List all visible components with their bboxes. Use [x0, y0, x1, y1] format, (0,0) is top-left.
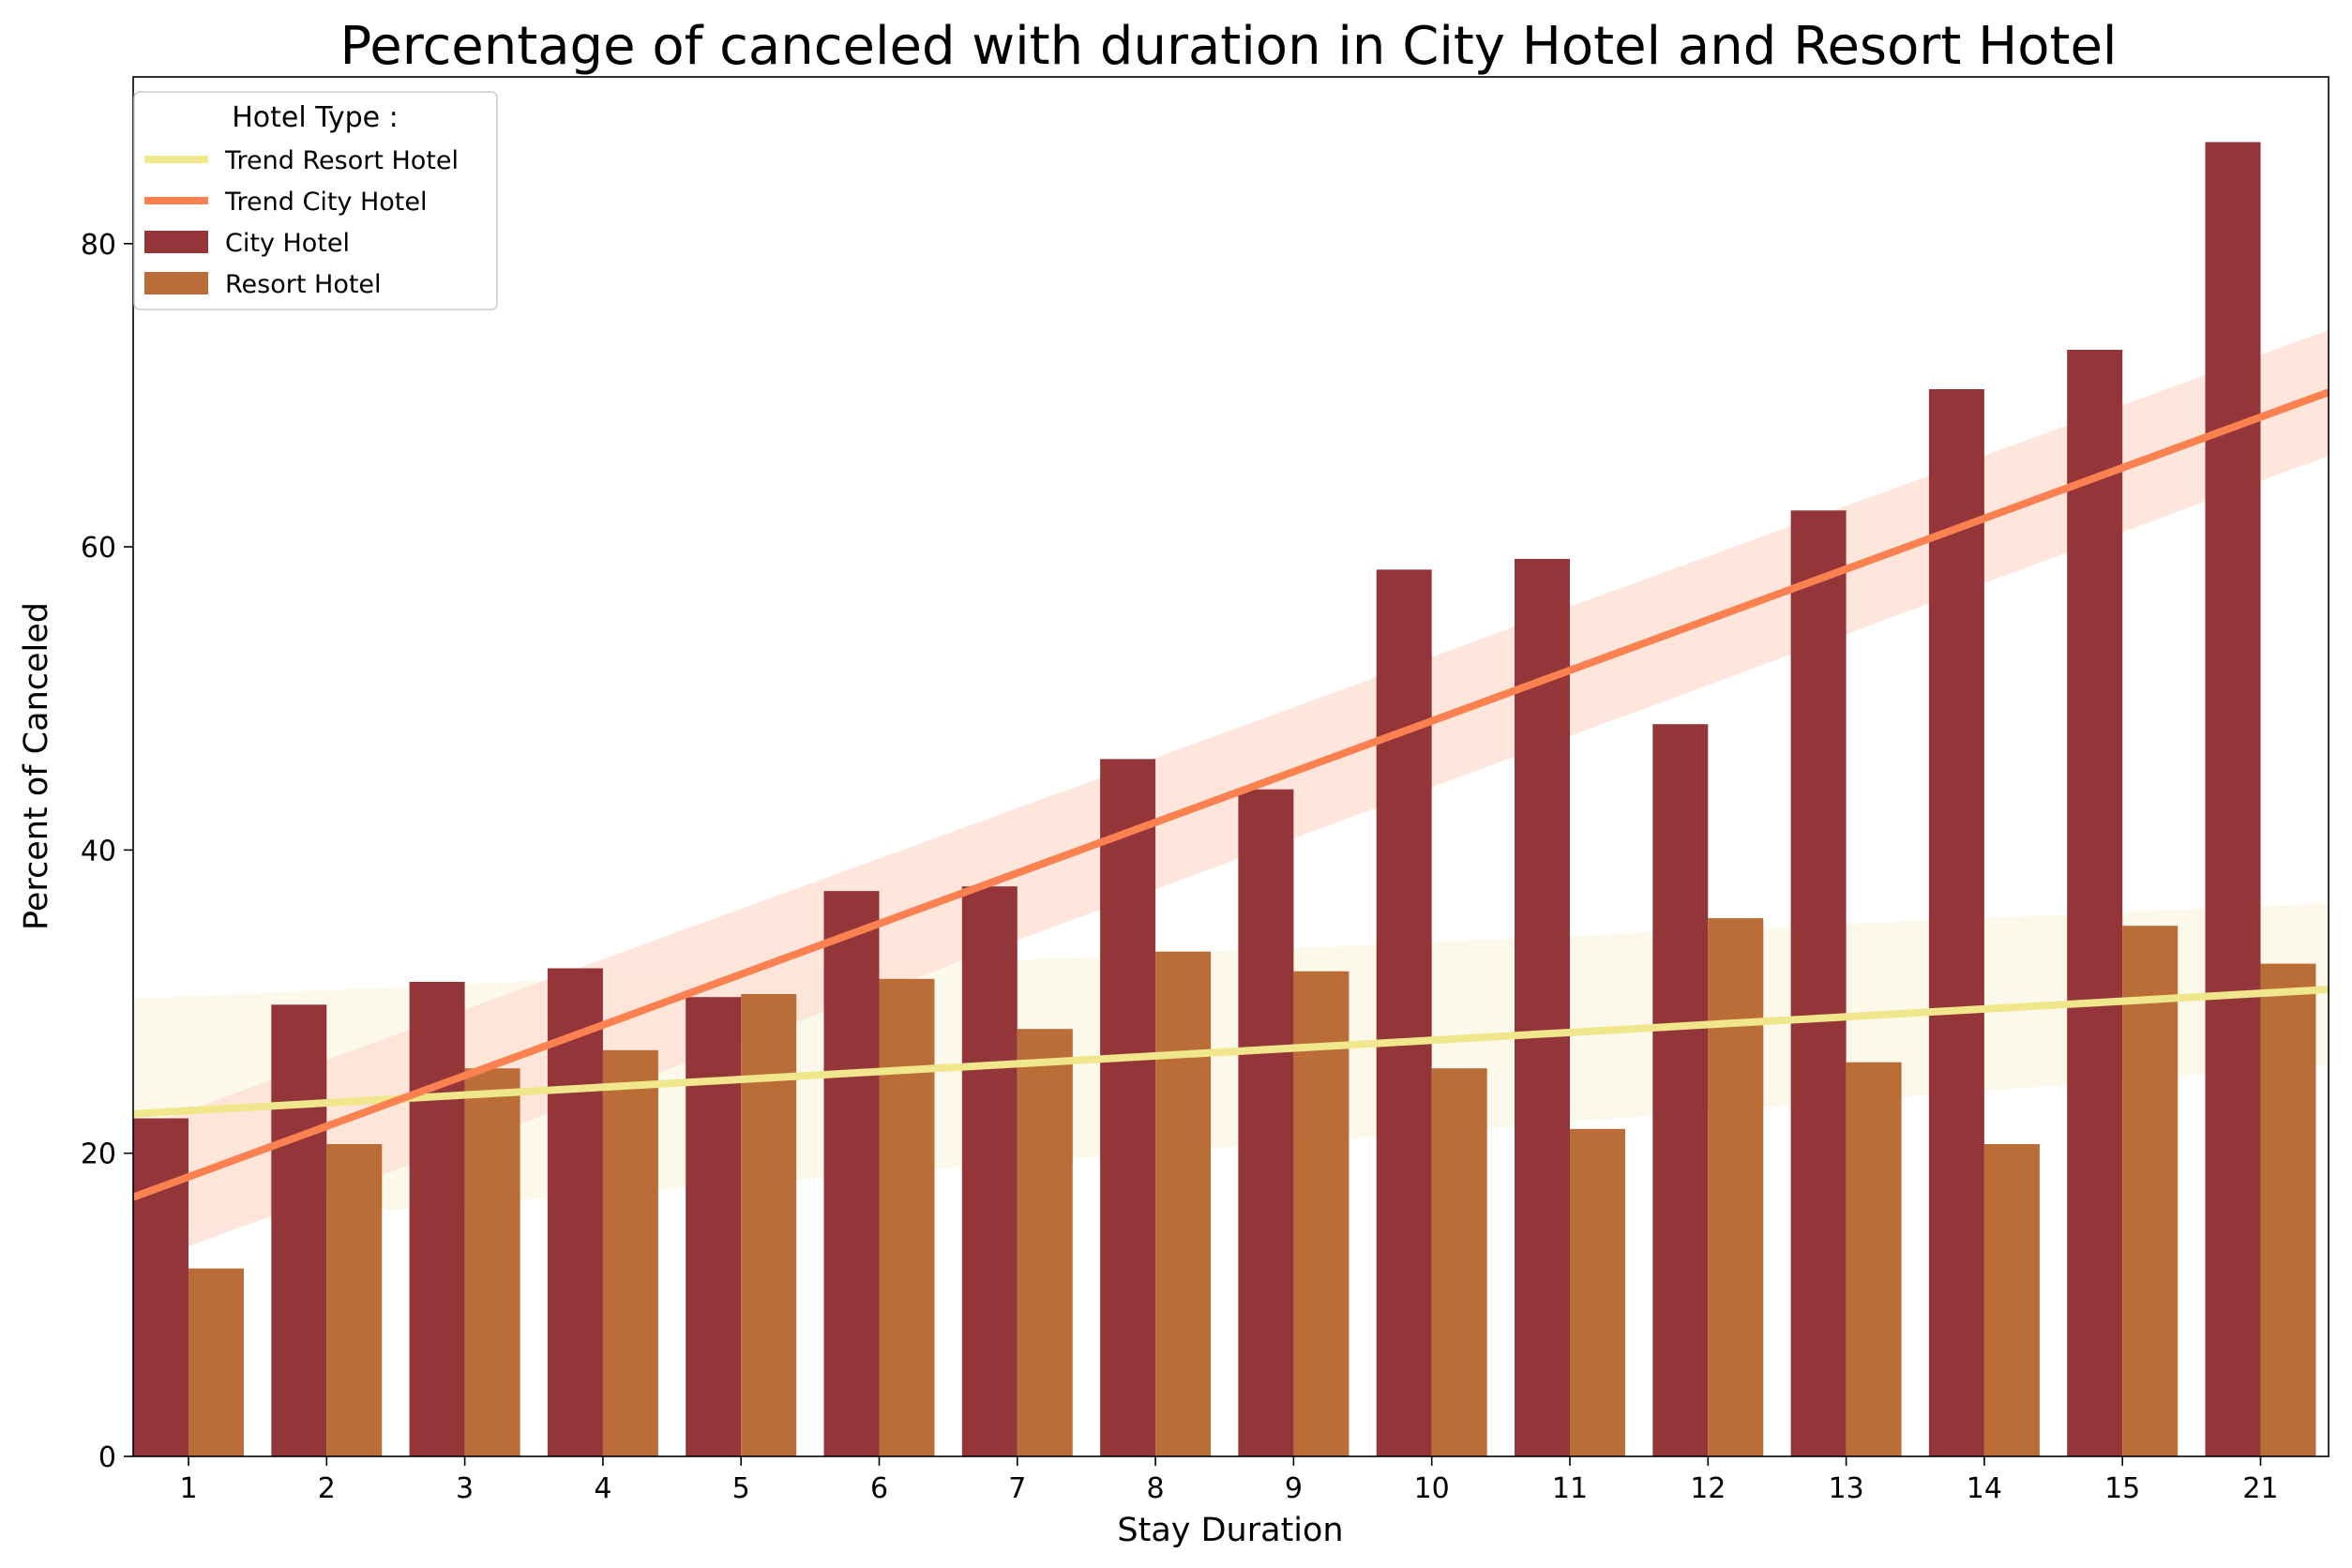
bar-city-hotel-5 [686, 997, 742, 1456]
bar-resort-hotel-12 [1708, 918, 1764, 1456]
bar-resort-hotel-8 [1155, 951, 1212, 1456]
bar-city-hotel-6 [823, 891, 880, 1456]
x-tick-label: 4 [594, 1472, 611, 1505]
y-tick-label: 0 [98, 1441, 116, 1474]
bar-city-hotel-11 [1515, 559, 1570, 1456]
bar-city-hotel-14 [1928, 389, 1984, 1456]
legend-label-city-hotel: City Hotel [225, 229, 350, 258]
bar-city-hotel-13 [1790, 510, 1847, 1456]
bar-resort-hotel-2 [326, 1144, 383, 1456]
bar-city-hotel-4 [547, 968, 603, 1456]
bars [133, 142, 2316, 1456]
legend: Hotel Type : Trend Resort Hotel Trend Ci… [133, 91, 498, 310]
bar-resort-hotel-21 [2260, 963, 2316, 1456]
bar-city-hotel-8 [1100, 759, 1156, 1456]
bar-resort-hotel-4 [602, 1049, 658, 1456]
y-axis-ticks: 0 20 40 60 80 [81, 229, 133, 1474]
x-tick-label: 9 [1285, 1472, 1303, 1505]
legend-title: Hotel Type : [232, 101, 399, 134]
bar-city-hotel-3 [409, 982, 465, 1456]
bar-resort-hotel-1 [188, 1268, 244, 1456]
x-tick-label: 15 [2104, 1472, 2140, 1505]
legend-label-resort-hotel: Resort Hotel [225, 270, 382, 299]
bar-resort-hotel-5 [741, 994, 797, 1456]
bar-city-hotel-2 [271, 1004, 327, 1456]
legend-box [133, 91, 498, 310]
y-axis-label: Percent of Canceled [18, 602, 55, 930]
bar-resort-hotel-11 [1570, 1128, 1625, 1456]
x-tick-label: 3 [456, 1472, 474, 1505]
bar-resort-hotel-9 [1293, 971, 1349, 1456]
legend-swatch-city-hotel [144, 231, 208, 253]
bar-resort-hotel-10 [1431, 1068, 1487, 1456]
x-tick-label: 10 [1414, 1472, 1450, 1505]
x-tick-label: 8 [1147, 1472, 1165, 1505]
x-tick-label: 5 [732, 1472, 750, 1505]
trend-lines [131, 388, 2330, 1201]
x-axis-ticks: 1 2 3 4 5 6 7 8 9 10 11 12 13 14 15 21 [179, 1456, 2279, 1505]
x-tick-label: 21 [2242, 1472, 2278, 1505]
y-tick-label: 60 [81, 532, 116, 565]
bar-resort-hotel-15 [2122, 926, 2179, 1456]
bar-city-hotel-10 [1376, 569, 1432, 1456]
chart-title: Percentage of canceled with duration in … [340, 16, 2118, 77]
bar-resort-hotel-3 [464, 1068, 520, 1456]
x-tick-label: 7 [1008, 1472, 1026, 1505]
bar-city-hotel-15 [2067, 350, 2123, 1456]
x-tick-label: 1 [179, 1472, 197, 1505]
x-tick-label: 6 [870, 1472, 888, 1505]
y-tick-label: 80 [81, 229, 116, 262]
bar-resort-hotel-13 [1846, 1062, 1902, 1456]
bar-city-hotel-1 [133, 1118, 188, 1456]
y-tick-label: 20 [81, 1138, 116, 1171]
x-tick-label: 14 [1967, 1472, 2002, 1505]
x-tick-label: 11 [1552, 1472, 1588, 1505]
legend-label-trend-city: Trend City Hotel [224, 188, 428, 217]
bar-resort-hotel-7 [1017, 1029, 1073, 1456]
trend-line-city-hotel [131, 388, 2330, 1201]
x-axis-label: Stay Duration [1117, 1512, 1343, 1549]
trend-line-resort-hotel [132, 986, 2329, 1118]
bar-city-hotel-12 [1652, 724, 1709, 1456]
x-tick-label: 13 [1829, 1472, 1864, 1505]
legend-swatch-resort-hotel [144, 272, 208, 294]
bar-resort-hotel-14 [1983, 1144, 2040, 1456]
bar-city-hotel-21 [2205, 142, 2261, 1456]
y-tick-label: 40 [81, 835, 116, 867]
bar-city-hotel-9 [1238, 789, 1294, 1456]
bar-city-hotel-7 [961, 886, 1018, 1456]
bar-resort-hotel-6 [879, 978, 935, 1456]
x-tick-label: 12 [1690, 1472, 1726, 1505]
legend-label-trend-resort: Trend Resort Hotel [224, 146, 459, 175]
x-tick-label: 2 [318, 1472, 336, 1505]
plot-frame [132, 76, 2329, 1457]
